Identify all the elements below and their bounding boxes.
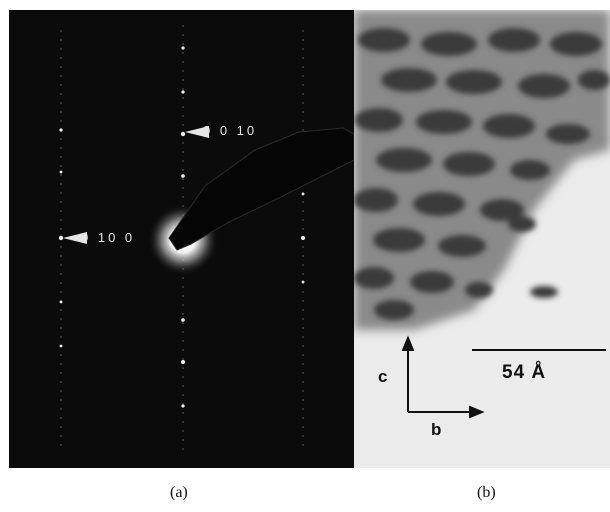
lattice-image: [354, 10, 610, 468]
pointer-arrow-icon: [63, 232, 87, 244]
caption-a: (a): [170, 484, 188, 501]
axis-label-b: b: [431, 420, 442, 439]
diffraction-spots: [58, 46, 305, 408]
pointer-arrow-icon: [185, 126, 209, 138]
scale-bar-label: 54 Å: [502, 362, 547, 383]
lattice-image-panel: 54 Å c b: [354, 10, 610, 468]
diffraction-pattern-panel: 0 0 10 0 10 0: [9, 10, 354, 468]
diffraction-pattern-image: [9, 10, 354, 468]
axis-arrows: [401, 335, 485, 419]
axis-label-c: c: [378, 367, 388, 386]
beam-stopper: [168, 127, 354, 251]
lattice-fringes: [354, 28, 610, 320]
spot-label-0-0-10: 0 0 10: [203, 123, 258, 138]
caption-b: (b): [477, 484, 496, 501]
spot-label-0-10-0: 0 10 0: [81, 230, 136, 245]
